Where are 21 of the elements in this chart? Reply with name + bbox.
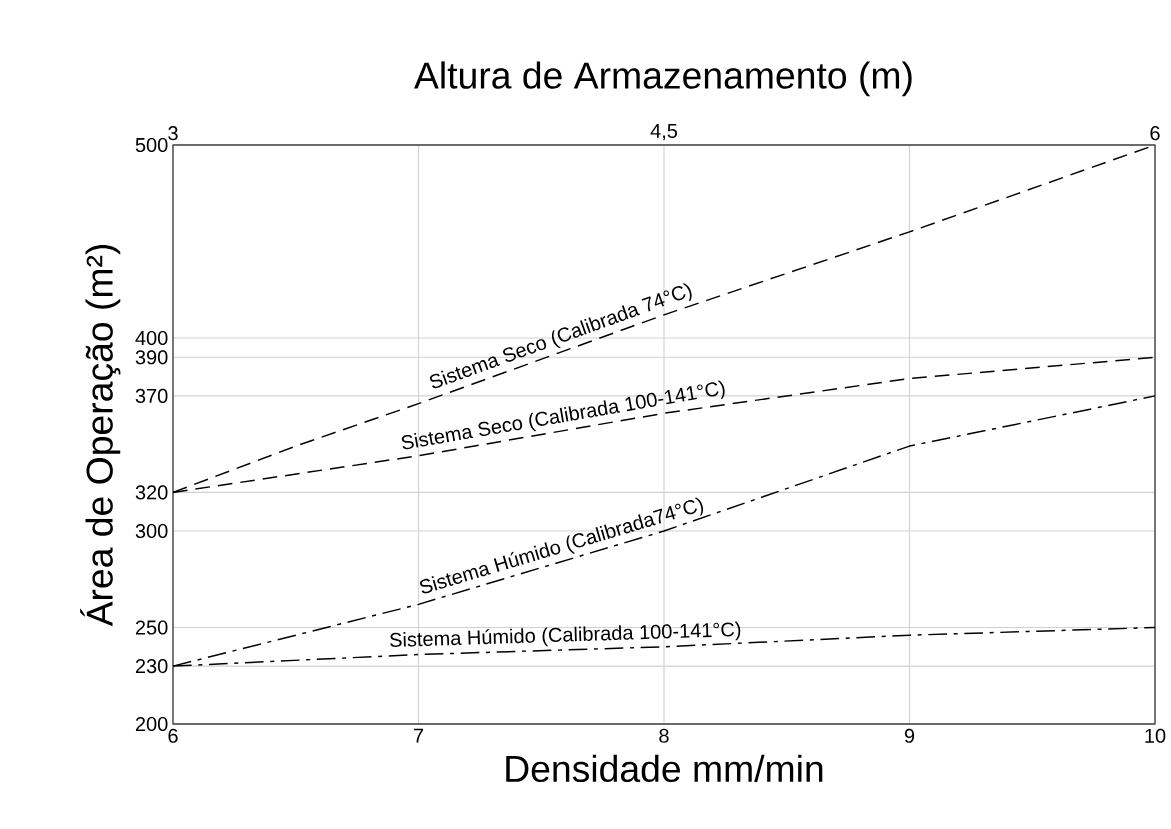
y-tick-label: 200 bbox=[135, 716, 168, 732]
y-axis-title: Área de Operação (m²) bbox=[80, 244, 121, 627]
y-tick-label: 400 bbox=[135, 330, 168, 346]
y-tick-label: 390 bbox=[135, 350, 168, 365]
y-tick-label: 300 bbox=[135, 523, 168, 539]
x2-tick-label: 3 bbox=[168, 126, 178, 141]
x-tick-label: 10 bbox=[1145, 728, 1166, 743]
x-tick-label: 9 bbox=[904, 728, 915, 743]
x-tick-label: 8 bbox=[659, 728, 669, 743]
x-tick-label: 6 bbox=[168, 728, 178, 743]
x2-axis-title: Altura de Armazenamento (m) bbox=[414, 61, 912, 97]
y-tick-label: 370 bbox=[135, 388, 168, 403]
y-tick-label: 320 bbox=[135, 485, 168, 500]
y-tick-label: 250 bbox=[135, 620, 168, 635]
x-tick-label: 7 bbox=[413, 728, 424, 743]
x-axis-title: Densidade mm/min bbox=[506, 754, 823, 783]
y-tick-label: 230 bbox=[135, 659, 168, 674]
series-label: Sistema Húmido (Calibrada 100-141°C) bbox=[390, 621, 741, 647]
x2-tick-label: 6 bbox=[1150, 126, 1160, 141]
x2-tick-label: 4,5 bbox=[650, 123, 678, 141]
y-tick-label: 500 bbox=[135, 137, 168, 153]
